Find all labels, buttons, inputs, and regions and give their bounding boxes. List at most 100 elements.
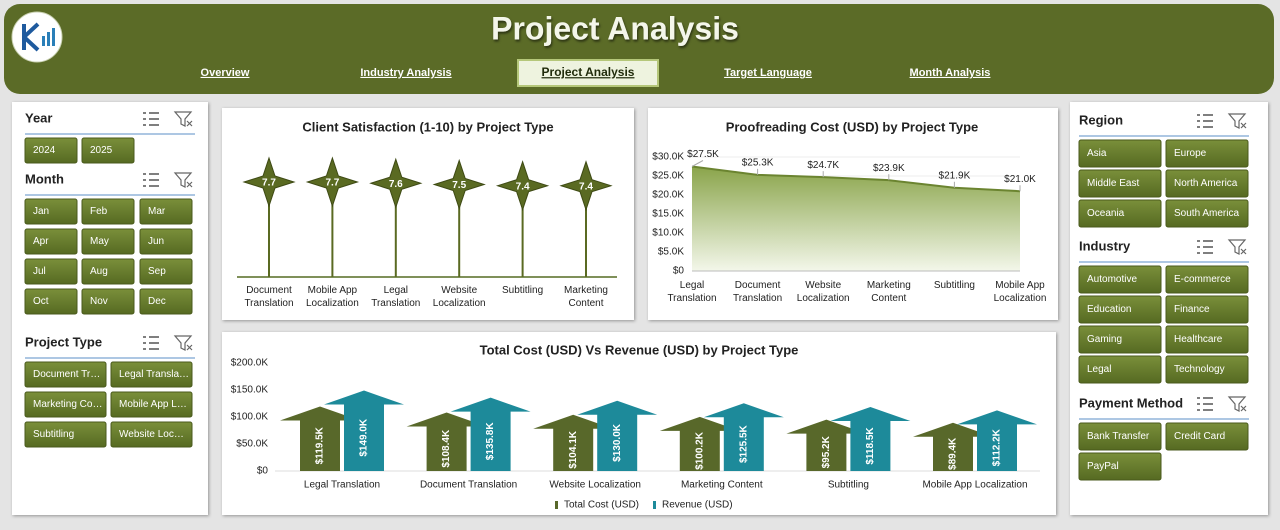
clear-filter-icon[interactable] bbox=[1227, 396, 1247, 412]
slicer-button[interactable] bbox=[1165, 325, 1249, 354]
nav-link[interactable]: Month Analysis bbox=[910, 67, 991, 79]
slicer-button[interactable] bbox=[1078, 355, 1162, 384]
slicer-button[interactable] bbox=[81, 198, 135, 225]
slicer-button-label[interactable]: 2025 bbox=[90, 145, 113, 156]
nav-link[interactable]: Overview bbox=[201, 67, 250, 79]
clear-filter-icon[interactable] bbox=[173, 335, 193, 351]
slicer-button[interactable] bbox=[81, 258, 135, 285]
slicer-button[interactable] bbox=[1078, 452, 1162, 481]
slicer-button-label[interactable]: Healthcare bbox=[1174, 334, 1223, 345]
slicer-button[interactable] bbox=[1165, 422, 1249, 451]
slicer-button[interactable] bbox=[139, 198, 193, 225]
slicer-button[interactable] bbox=[1078, 169, 1162, 198]
slicer-button-label[interactable]: Credit Card bbox=[1174, 431, 1225, 442]
slicer-button[interactable] bbox=[110, 361, 193, 388]
slicer-button-label[interactable]: Bank Transfer bbox=[1087, 431, 1150, 442]
slicer-button[interactable] bbox=[24, 391, 107, 418]
x-tick-label: Website Localization bbox=[796, 280, 850, 304]
slicer-button[interactable] bbox=[1165, 265, 1249, 294]
slicer-button[interactable] bbox=[139, 288, 193, 315]
slicer-button-label[interactable]: Education bbox=[1087, 304, 1131, 315]
slicer-button[interactable] bbox=[1165, 355, 1249, 384]
multi-select-icon[interactable] bbox=[143, 112, 159, 126]
slicer-button[interactable] bbox=[24, 258, 78, 285]
slicer-button-label[interactable]: E-commerce bbox=[1174, 274, 1231, 285]
nav-link[interactable]: Industry Analysis bbox=[360, 67, 451, 79]
slicer-button-label[interactable]: Jul bbox=[33, 266, 46, 277]
slicer-button-label[interactable]: Apr bbox=[33, 236, 49, 247]
multi-select-icon[interactable] bbox=[1197, 397, 1213, 411]
slicer-button[interactable] bbox=[1078, 265, 1162, 294]
slicer-button-label[interactable]: May bbox=[90, 236, 109, 247]
clear-filter-icon[interactable] bbox=[173, 111, 193, 127]
slicer-button-label[interactable]: Sep bbox=[148, 266, 166, 277]
slicer-button[interactable] bbox=[24, 137, 78, 164]
data-label: $112.2K bbox=[992, 428, 1003, 466]
slicer-button-label[interactable]: Legal bbox=[1087, 364, 1111, 375]
slicer-button-label[interactable]: PayPal bbox=[1087, 461, 1119, 472]
slicer-button-label[interactable]: Automotive bbox=[1087, 274, 1137, 285]
slicer-button-label[interactable]: Oct bbox=[33, 296, 49, 307]
clear-filter-icon[interactable] bbox=[1227, 113, 1247, 129]
slicer-button-label[interactable]: Marketing Co… bbox=[33, 399, 102, 410]
slicer-button[interactable] bbox=[1078, 295, 1162, 324]
slicer-button-label[interactable]: Europe bbox=[1174, 148, 1207, 159]
slicer-button[interactable] bbox=[81, 288, 135, 315]
slicer-button[interactable] bbox=[1078, 139, 1162, 168]
x-tick-label: Legal Translation bbox=[304, 480, 380, 491]
slicer-button[interactable] bbox=[1165, 199, 1249, 228]
slicer-button[interactable] bbox=[24, 198, 78, 225]
slicer-button[interactable] bbox=[24, 421, 107, 448]
slicer-button-label[interactable]: Aug bbox=[90, 266, 108, 277]
slicer-button-label[interactable]: 2024 bbox=[33, 145, 56, 156]
slicer-button[interactable] bbox=[139, 258, 193, 285]
slicer-button-label[interactable]: Oceania bbox=[1087, 208, 1125, 219]
slicer-button[interactable] bbox=[1078, 325, 1162, 354]
slicer-button-label[interactable]: Technology bbox=[1174, 364, 1225, 375]
slicer-button-label[interactable]: Mar bbox=[148, 206, 166, 217]
slicer-button[interactable] bbox=[139, 228, 193, 255]
clear-filter-icon[interactable] bbox=[1227, 239, 1247, 255]
data-label: $130.0K bbox=[612, 423, 623, 462]
data-label: 7.4 bbox=[516, 181, 530, 192]
slicer-button[interactable] bbox=[1078, 422, 1162, 451]
y-tick-label: $150.0K bbox=[231, 385, 269, 396]
y-tick-label: $200.0K bbox=[231, 358, 269, 369]
slicer-button-label[interactable]: Subtitling bbox=[33, 429, 74, 440]
slicer-button[interactable] bbox=[1165, 139, 1249, 168]
nav-link[interactable]: Target Language bbox=[724, 67, 812, 79]
slicer-button-label[interactable]: Document Tr… bbox=[33, 369, 100, 380]
slicer-button[interactable] bbox=[81, 228, 135, 255]
x-tick-label: Document Translation bbox=[420, 480, 517, 491]
slicer-button[interactable] bbox=[1165, 169, 1249, 198]
slicer-button-label[interactable]: Middle East bbox=[1087, 178, 1139, 189]
slicer-button-label[interactable]: Feb bbox=[90, 206, 108, 217]
slicer-button[interactable] bbox=[110, 421, 193, 448]
slicer-button-label[interactable]: Mobile App L… bbox=[119, 399, 187, 410]
multi-select-icon[interactable] bbox=[143, 336, 159, 350]
slicer-button-label[interactable]: Dec bbox=[148, 296, 166, 307]
multi-select-icon[interactable] bbox=[1197, 114, 1213, 128]
slicer-button-label[interactable]: Finance bbox=[1174, 304, 1210, 315]
slicer-button-label[interactable]: Legal Transla… bbox=[119, 369, 189, 380]
slicer-button-label[interactable]: Nov bbox=[90, 296, 108, 307]
slicer-button[interactable] bbox=[110, 391, 193, 418]
slicer-button[interactable] bbox=[81, 137, 135, 164]
clear-filter-icon[interactable] bbox=[173, 172, 193, 188]
slicer-button[interactable] bbox=[1078, 199, 1162, 228]
slicer-button[interactable] bbox=[24, 361, 107, 388]
chart-title: Client Satisfaction (1-10) by Project Ty… bbox=[302, 119, 553, 134]
slicer-button-label[interactable]: Gaming bbox=[1087, 334, 1122, 345]
slicer-button[interactable] bbox=[24, 228, 78, 255]
slicer-button-label[interactable]: Jan bbox=[33, 206, 49, 217]
slicer-button-label[interactable]: Website Loc… bbox=[119, 429, 184, 440]
slicer-button-label[interactable]: South America bbox=[1174, 208, 1239, 219]
slicer-button[interactable] bbox=[1165, 295, 1249, 324]
nav-link[interactable]: Project Analysis bbox=[542, 65, 635, 79]
slicer-button-label[interactable]: Asia bbox=[1087, 148, 1107, 159]
slicer-button-label[interactable]: North America bbox=[1174, 178, 1238, 189]
multi-select-icon[interactable] bbox=[1197, 240, 1213, 254]
slicer-button-label[interactable]: Jun bbox=[148, 236, 164, 247]
slicer-button[interactable] bbox=[24, 288, 78, 315]
multi-select-icon[interactable] bbox=[143, 173, 159, 187]
